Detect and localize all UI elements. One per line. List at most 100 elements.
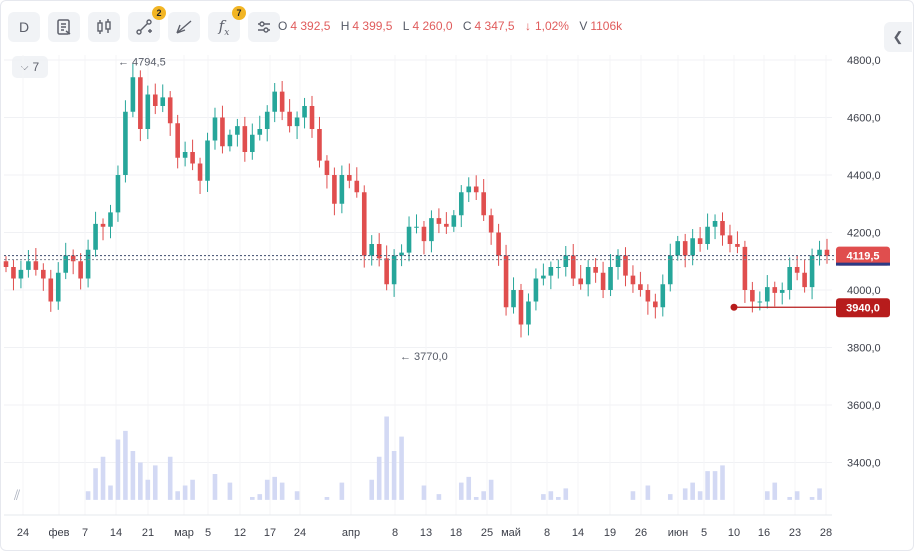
candle-body [451, 215, 457, 227]
candle-body [399, 252, 404, 256]
volume-bar [563, 488, 569, 500]
volume-bar [167, 456, 173, 500]
candle [496, 223, 501, 266]
period-selector[interactable]: ⌵ 7 [12, 56, 48, 78]
candle-body [347, 175, 352, 181]
candle [406, 216, 412, 262]
volume-bar [817, 488, 822, 500]
candle [26, 250, 31, 278]
interval-button[interactable]: D [8, 12, 40, 42]
candle [727, 224, 733, 253]
candle [712, 214, 718, 240]
candle-body [3, 261, 9, 267]
high-value: 4 399,5 [352, 19, 393, 33]
volume-bar [764, 491, 770, 500]
open-label: O [278, 19, 288, 33]
candle [511, 277, 516, 314]
candle [541, 263, 546, 286]
candle-body [279, 91, 285, 112]
volume-bar [212, 474, 218, 500]
candle [3, 256, 9, 273]
volume-bar [556, 497, 561, 500]
candle [735, 231, 740, 254]
candle-body [466, 186, 472, 193]
candle [660, 274, 666, 317]
candle [197, 157, 203, 194]
candle-body [26, 261, 31, 270]
candle [675, 235, 681, 261]
candle [347, 163, 352, 189]
collapse-panel-button[interactable]: ❮ [884, 22, 912, 52]
indicators-button[interactable]: 2 [128, 6, 166, 42]
candle [167, 91, 173, 136]
candle [742, 240, 748, 303]
volume-bar [488, 479, 494, 500]
candle-body [667, 255, 673, 285]
candle-body [473, 186, 479, 193]
volume-bar [138, 462, 143, 500]
candle [578, 264, 583, 290]
volume-bar [190, 479, 195, 500]
volume-bar [145, 479, 151, 500]
candle-body [623, 255, 628, 276]
settings-button[interactable] [248, 12, 280, 42]
candle [294, 111, 300, 140]
y-tick-label: 4000,0 [847, 285, 881, 297]
candle [93, 211, 98, 257]
candle [48, 269, 54, 312]
fx-count-badge: 7 [232, 6, 246, 20]
candle [272, 83, 277, 123]
candle [802, 259, 807, 293]
volume-bar [175, 491, 180, 500]
x-tick-label: 8 [544, 527, 550, 539]
candle [332, 167, 337, 216]
candle-body [264, 111, 270, 129]
volume-bar [250, 497, 255, 500]
candle-body [772, 287, 778, 293]
fx-button[interactable]: fx 7 [208, 6, 246, 42]
candle-body [227, 134, 233, 147]
candle-body [444, 223, 449, 227]
candle [220, 105, 225, 154]
candle-body [41, 269, 46, 279]
candle [503, 244, 509, 316]
candle [817, 240, 822, 266]
y-tick-label: 3400,0 [847, 458, 881, 470]
pattern-button[interactable] [168, 12, 200, 42]
report-button[interactable] [48, 12, 80, 42]
candle-body [690, 238, 695, 256]
volume-bar [481, 491, 486, 500]
volume-bar [682, 488, 688, 500]
candle [70, 249, 76, 275]
low-annotation: ← 3770,0 [400, 351, 448, 363]
candle [481, 179, 486, 221]
candle [720, 212, 725, 246]
candle [764, 275, 770, 309]
volume-bar [279, 482, 285, 500]
candle-body [458, 192, 464, 216]
candle [667, 243, 673, 292]
candle-body [376, 244, 382, 259]
candle [697, 227, 703, 252]
volume-bar [123, 430, 128, 500]
candle-body [354, 180, 360, 193]
candle [772, 281, 778, 307]
watermark-logo: ⫽ [13, 487, 21, 503]
candle [152, 83, 158, 115]
candle [339, 165, 345, 214]
high-label: H [340, 19, 350, 33]
candle-body [100, 223, 106, 227]
candle [623, 247, 628, 287]
volume-bar [257, 494, 263, 500]
y-tick-label: 4800,0 [847, 55, 881, 67]
y-tick-label: 3800,0 [847, 343, 881, 355]
candle-body [541, 275, 546, 279]
candle [55, 262, 61, 310]
chart-type-button[interactable] [88, 12, 120, 42]
x-tick-label: 5 [205, 527, 211, 539]
volume-bar [130, 451, 136, 500]
candle-body [533, 278, 539, 302]
